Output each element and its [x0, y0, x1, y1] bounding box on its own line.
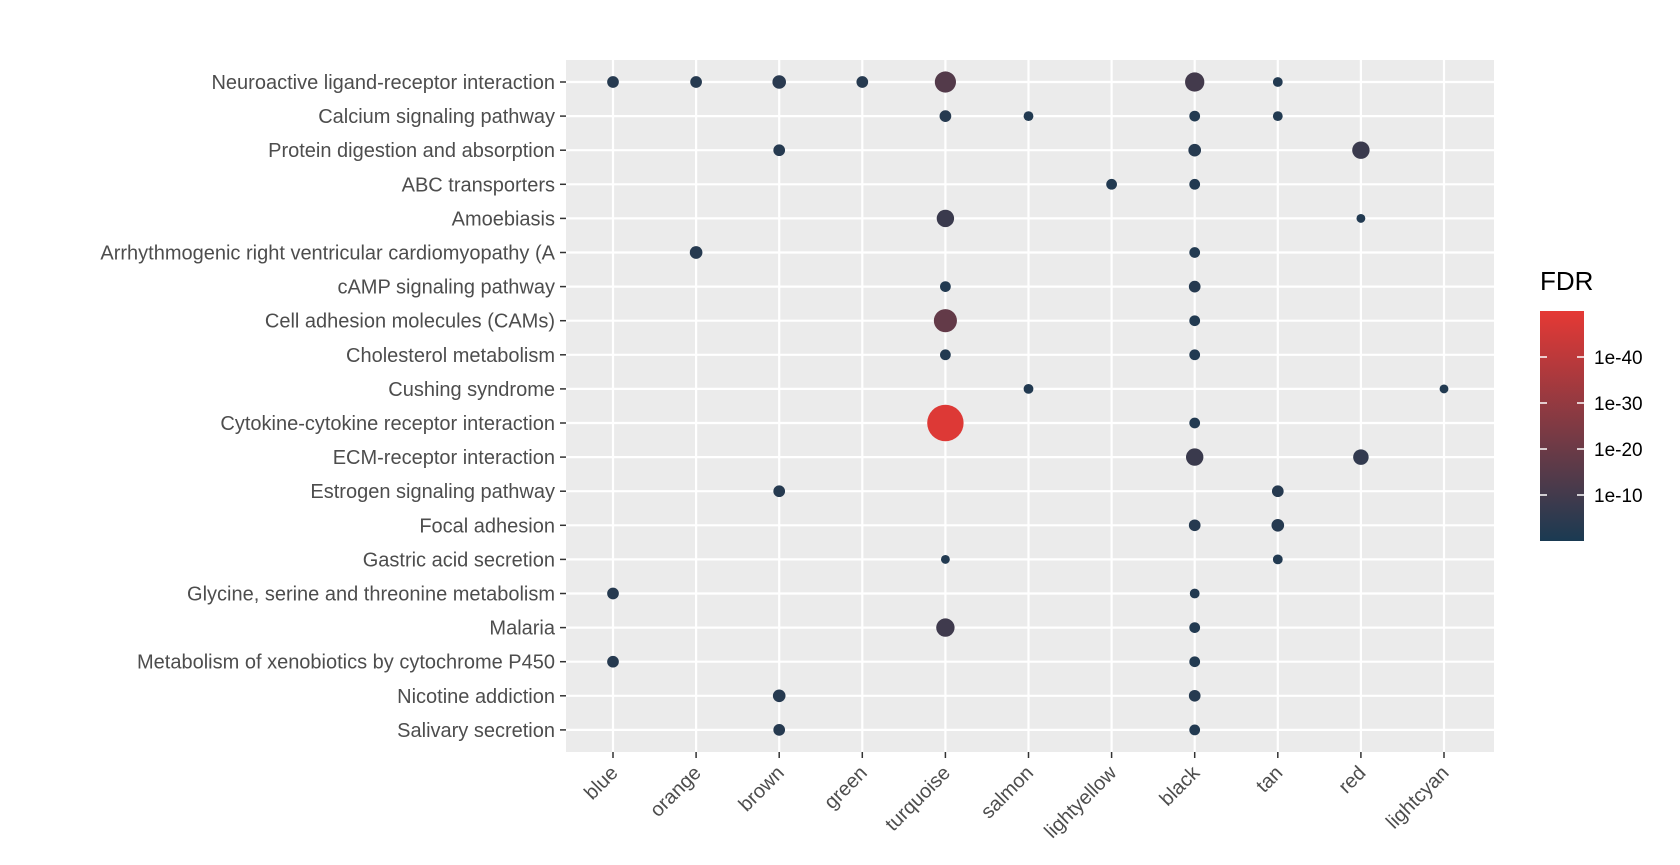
x-tick-label: tan [1252, 762, 1287, 797]
x-tick-label: black [1156, 761, 1205, 810]
data-point [856, 76, 869, 88]
y-tick-label: Nicotine addiction [397, 686, 555, 708]
data-point [1189, 588, 1200, 599]
y-tick-label: Cushing syndrome [388, 379, 555, 401]
legend-tick-label: 1e-30 [1594, 394, 1643, 415]
data-point [772, 75, 786, 89]
y-tick-label: Focal adhesion [419, 515, 555, 537]
data-point [1272, 554, 1283, 565]
data-point [1272, 111, 1283, 121]
data-point [1023, 111, 1034, 121]
data-point [1272, 77, 1283, 87]
data-point [773, 724, 786, 736]
data-point [1106, 178, 1117, 190]
data-point [690, 76, 702, 88]
x-tick-label: salmon [977, 762, 1038, 823]
axis-ticks [560, 81, 1445, 758]
data-point [1189, 656, 1201, 668]
data-point [1189, 724, 1201, 736]
y-tick-label: Cell adhesion molecules (CAMs) [265, 311, 555, 333]
data-point [936, 209, 955, 228]
data-point [607, 655, 619, 668]
x-tick-label: turquoise [881, 762, 955, 836]
data-point [940, 554, 950, 564]
data-point [1023, 384, 1034, 394]
data-point [1356, 213, 1366, 223]
data-point [607, 76, 619, 88]
data-point [927, 404, 964, 442]
data-point [1188, 143, 1202, 157]
data-point [934, 71, 957, 93]
y-tick-label: cAMP signaling pathway [337, 277, 555, 299]
data-points [607, 71, 1449, 736]
y-tick-label: Cytokine-cytokine receptor interaction [220, 413, 555, 435]
data-point [1271, 485, 1284, 498]
x-tick-label: orange [646, 762, 706, 822]
y-tick-label: ABC transporters [402, 174, 555, 196]
y-tick-label: Estrogen signaling pathway [310, 481, 555, 503]
x-axis-labels: blue orange brown green turquoise salmon light… [580, 761, 1453, 842]
data-point [772, 689, 786, 703]
data-point [1188, 280, 1201, 293]
data-point [936, 618, 955, 637]
x-tick-label: red [1334, 762, 1370, 798]
x-tick-label: blue [580, 762, 622, 804]
y-tick-label: Neuroactive ligand-receptor interaction [211, 72, 555, 94]
data-point [1189, 110, 1201, 122]
plot-panel [566, 60, 1494, 752]
y-axis-labels: Neuroactive ligand-receptor interaction C… [100, 72, 556, 742]
data-point [1188, 519, 1201, 532]
data-point [1352, 141, 1370, 159]
x-tick-label: lightcyan [1382, 762, 1453, 833]
data-point [939, 110, 952, 122]
data-point [1439, 384, 1449, 394]
data-point [1186, 448, 1204, 466]
y-tick-label: Gastric acid secretion [363, 549, 555, 571]
x-tick-label: green [820, 762, 872, 814]
y-tick-label: Protein digestion and absorption [268, 140, 555, 162]
data-point [1189, 349, 1201, 361]
data-point [1189, 247, 1201, 258]
data-point [940, 349, 951, 361]
legend-tick-label: 1e-40 [1594, 348, 1643, 369]
data-point [1189, 315, 1201, 327]
x-tick-label: brown [735, 762, 789, 816]
data-point [1189, 178, 1201, 190]
y-tick-label: Cholesterol metabolism [346, 345, 555, 367]
data-point [1185, 72, 1205, 92]
data-point [940, 281, 951, 292]
y-tick-label: Glycine, serine and threonine metabolism [187, 584, 555, 606]
data-point [1188, 689, 1201, 702]
legend-title: FDR [1540, 266, 1593, 296]
legend-colorbar [1540, 311, 1584, 541]
data-point [1189, 622, 1201, 633]
y-tick-label: Calcium signaling pathway [318, 106, 555, 128]
y-tick-label: ECM-receptor interaction [333, 447, 555, 469]
data-point [933, 309, 957, 333]
y-tick-label: Salivary secretion [397, 720, 555, 742]
color-legend: FDR 1e-40 1e-30 1e-20 1e-10 [1540, 266, 1643, 541]
y-tick-label: Metabolism of xenobiotics by cytochrome … [137, 652, 555, 674]
data-point [689, 246, 703, 259]
y-tick-label: Malaria [489, 618, 555, 640]
data-point [1353, 449, 1369, 465]
legend-tick-label: 1e-10 [1594, 486, 1643, 507]
data-point [773, 144, 786, 157]
data-point [1189, 417, 1201, 429]
legend-tick-label: 1e-20 [1594, 440, 1643, 461]
data-point [607, 587, 619, 600]
y-tick-label: Amoebiasis [452, 208, 555, 230]
data-point [1271, 518, 1285, 532]
y-tick-label: Arrhythmogenic right ventricular cardiom… [100, 243, 555, 265]
data-point [773, 485, 786, 498]
x-tick-label: lightyellow [1040, 762, 1121, 843]
